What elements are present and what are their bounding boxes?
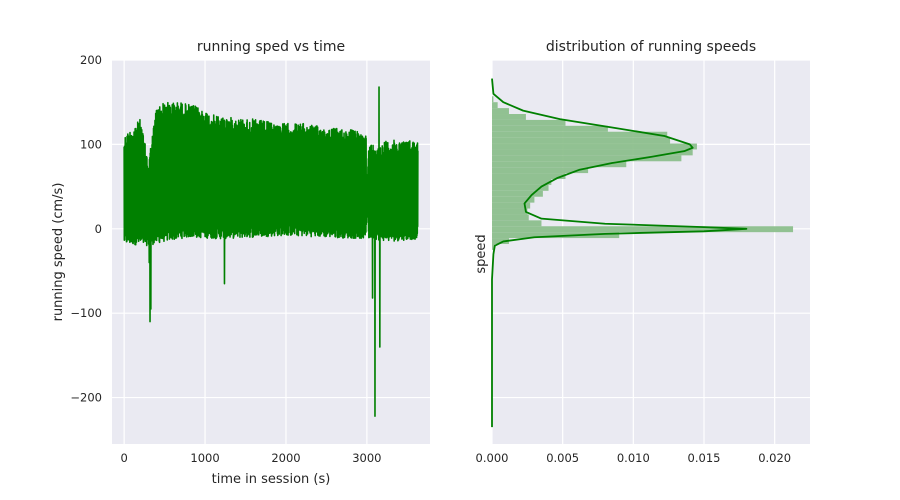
histogram-bar [492,155,682,162]
time-series-x-axis-label: time in session (s) [212,472,331,487]
kde-curve [491,78,748,428]
y-tick-label: 200 [80,53,102,67]
histogram-bar [492,208,528,215]
x-tick-label: 0 [120,451,127,465]
histogram-bar [492,184,549,191]
histogram-bar [492,143,697,150]
histogram-bar [492,108,509,115]
histogram-bar [492,196,535,203]
distribution-ticks: 0.000 0.005 0.010 0.015 0.020 [476,451,792,465]
histogram-bar [492,102,498,109]
time-series-y-axis-label: running speed (cm/s) [51,183,66,322]
histogram-bar [492,232,620,239]
histogram-bar [492,119,566,126]
running-speed-line [123,86,419,417]
histogram-bar [492,149,693,156]
distribution-axes: 0.000 0.005 0.010 0.015 0.020 distribution o… [474,39,810,465]
histogram-bar [492,190,543,197]
histogram-bar [492,243,495,250]
histogram-bars [492,96,794,250]
y-tick-label: 0 [95,222,102,236]
histogram-bar [492,173,566,179]
time-series-title: running sped vs time [197,39,345,55]
histogram-bar [492,125,608,132]
x-tick-label: 3000 [352,451,381,465]
distribution-plot-area [492,60,810,444]
time-series-axes: 0 1000 2000 3000 −200 −100 0 100 200 running spe… [51,39,430,487]
y-tick-label: 100 [80,137,102,151]
x-tick-label: 2000 [271,451,300,465]
x-tick-label: 1000 [190,451,219,465]
density-curve [491,78,748,428]
distribution-title: distribution of running speeds [546,39,756,55]
histogram-bar [492,137,671,144]
histogram-bar [492,214,529,221]
histogram-bar [492,114,526,120]
histogram-bar [492,238,509,244]
histogram-bar [492,161,627,168]
histogram-bar [492,167,589,174]
x-tick-label: 0.020 [758,451,791,465]
y-tick-label: −200 [70,391,102,405]
histogram-bar [492,96,494,103]
y-tick-label: −100 [70,306,102,320]
histogram-bar [492,202,531,209]
histogram-bar [492,220,542,227]
x-tick-label: 0.005 [546,451,579,465]
histogram-bar [492,131,668,138]
x-tick-label: 0.015 [688,451,721,465]
x-tick-label: 0.010 [617,451,650,465]
time-series-data [123,86,419,417]
distribution-y-axis-label: speed [474,234,489,273]
time-series-ticks: 0 1000 2000 3000 −200 −100 0 100 200 [70,53,381,465]
histogram-bar [492,178,552,185]
x-tick-label: 0.000 [476,451,509,465]
histogram-bar [492,226,794,233]
